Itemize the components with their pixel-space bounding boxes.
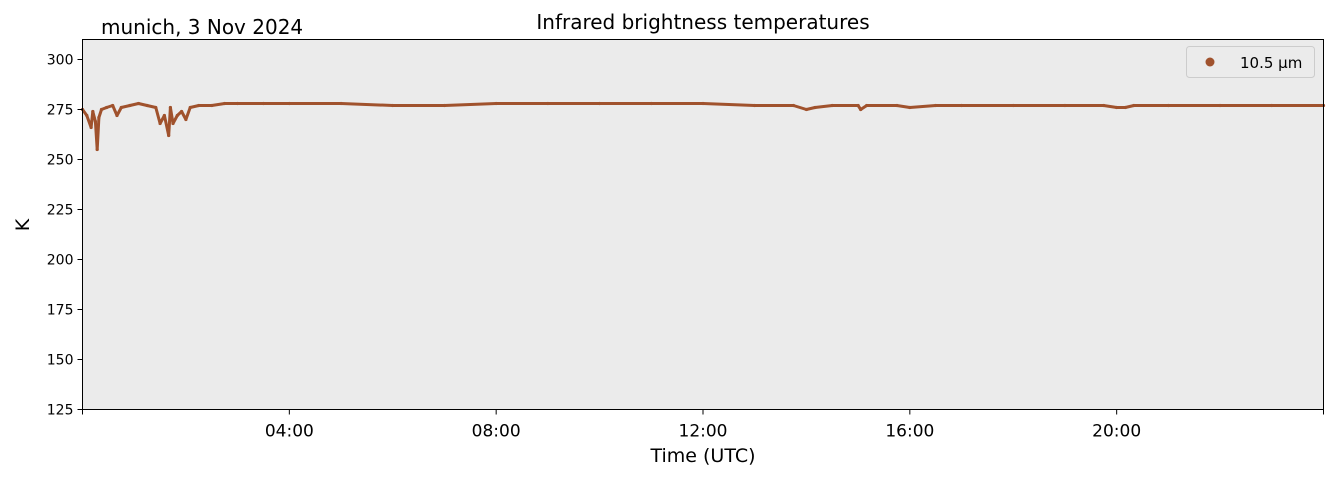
data-point <box>287 101 291 106</box>
data-point <box>162 113 166 118</box>
data-point <box>391 103 395 108</box>
data-point <box>145 103 149 108</box>
data-point <box>184 117 188 122</box>
y-tick-label: 125 <box>47 403 74 419</box>
data-point <box>210 103 214 108</box>
plot-area <box>82 39 1324 410</box>
data-point <box>154 105 158 110</box>
data-point <box>959 103 964 108</box>
x-tick-label: 20:00 <box>1092 422 1141 442</box>
data-point <box>856 103 860 108</box>
legend-marker <box>1205 57 1215 67</box>
data-point <box>1011 103 1015 108</box>
data-point <box>167 133 171 138</box>
data-point <box>119 105 123 110</box>
data-point <box>158 121 162 126</box>
data-point <box>1218 103 1222 108</box>
data-point <box>934 103 938 108</box>
y-tick-label: 300 <box>47 53 74 69</box>
x-axis-label: Time (UTC) <box>649 445 755 467</box>
data-point <box>546 101 550 106</box>
legend-box <box>1186 46 1315 78</box>
data-point <box>188 105 192 110</box>
x-axis: 04:00 08:00 12:00 16:00 20:00 <box>82 409 1324 442</box>
data-point <box>111 103 115 108</box>
data-point <box>136 101 141 106</box>
x-tick-label: 12:00 <box>679 422 728 442</box>
data-point <box>180 109 184 114</box>
chart-title: Infrared brightness temperatures <box>536 10 869 34</box>
data-point <box>701 101 705 106</box>
data-point <box>791 103 796 108</box>
data-point <box>236 101 240 106</box>
data-point <box>168 105 173 110</box>
data-point <box>1123 105 1127 110</box>
data-point <box>597 101 602 106</box>
data-point <box>97 115 101 120</box>
data-point <box>804 107 809 112</box>
data-point <box>105 105 109 110</box>
y-tick-label: 225 <box>47 203 74 219</box>
data-point <box>830 103 834 108</box>
data-point <box>813 105 817 110</box>
legend: 10.5 µm <box>1186 46 1315 78</box>
data-point <box>115 113 119 118</box>
y-tick-label: 250 <box>47 153 74 169</box>
y-tick-label: 175 <box>47 303 74 319</box>
data-point <box>895 103 899 108</box>
y-tick-label: 200 <box>47 253 74 269</box>
data-point <box>175 113 179 118</box>
x-tick-label: 08:00 <box>472 422 521 442</box>
data-point <box>261 101 266 106</box>
data-point <box>171 121 175 126</box>
data-point <box>95 147 99 152</box>
data-point <box>1270 103 1274 108</box>
data-point <box>865 103 869 108</box>
data-layer <box>80 101 1326 152</box>
y-axis-label: K <box>12 218 34 231</box>
data-point <box>93 119 98 124</box>
data-point <box>339 101 343 106</box>
data-point <box>1063 103 1067 108</box>
y-tick-label: 150 <box>47 353 74 369</box>
data-point <box>753 103 757 108</box>
data-point <box>223 101 227 106</box>
data-point <box>89 125 93 130</box>
data-point <box>859 107 863 112</box>
location-date-label: munich, 3 Nov 2024 <box>101 15 303 39</box>
data-point <box>1166 103 1170 108</box>
data-point <box>494 101 498 106</box>
data-point <box>1102 103 1106 108</box>
data-point <box>908 105 912 110</box>
data-point <box>649 101 653 106</box>
x-tick-label: 04:00 <box>265 422 314 442</box>
y-axis: 125 150 175 200 225 250 275 300 <box>47 53 83 419</box>
data-point <box>91 109 95 114</box>
legend-label: 10.5 µm <box>1240 54 1302 72</box>
data-point <box>442 103 447 108</box>
data-point <box>1132 103 1136 108</box>
y-tick-label: 275 <box>47 103 74 119</box>
data-point <box>128 103 132 108</box>
data-point <box>85 113 89 118</box>
data-point <box>99 107 104 112</box>
data-point <box>197 103 201 108</box>
data-point <box>1115 105 1119 110</box>
x-tick-label: 16:00 <box>885 422 934 442</box>
